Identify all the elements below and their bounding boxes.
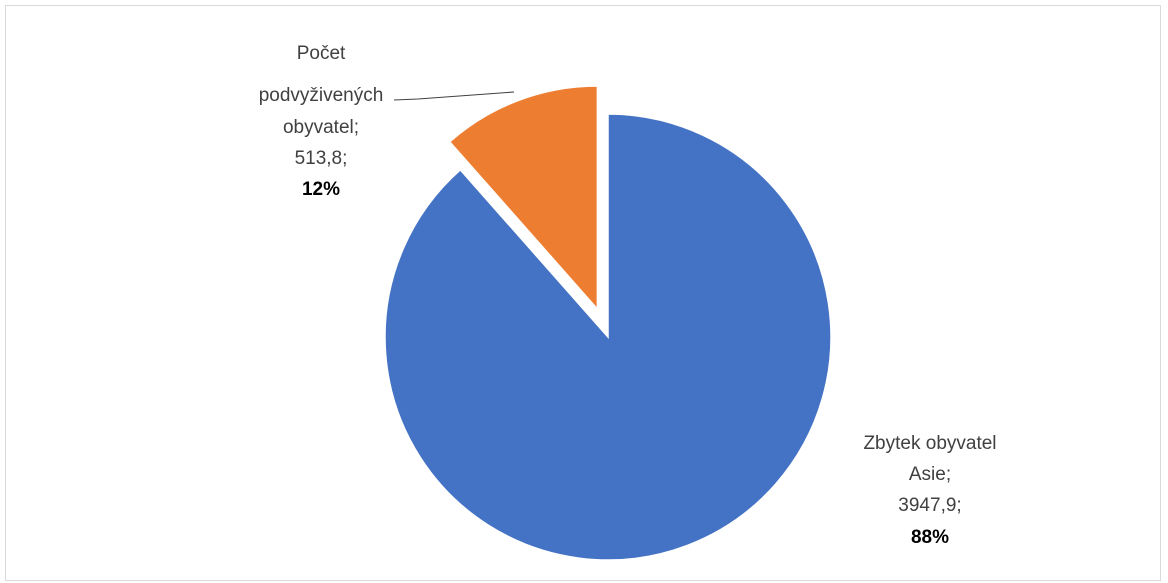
- leader-line: [394, 92, 514, 100]
- slice-label-line: obyvatel;: [283, 117, 359, 138]
- slice-label-line: Počet: [297, 43, 346, 64]
- pie-slices: [385, 86, 831, 560]
- pie-slice: [385, 114, 831, 560]
- slice-label-line: Asie;: [909, 464, 951, 485]
- slice-value-label: 513,8;: [295, 148, 348, 169]
- pie-chart: Počet podvyživených obyvatel; 513,8; 12%…: [6, 6, 1162, 582]
- slice-label-line: podvyživených: [259, 85, 384, 106]
- slice-value-label: 3947,9;: [898, 495, 961, 516]
- slice-label-line: Zbytek obyvatel: [863, 433, 996, 454]
- chart-area: Počet podvyživených obyvatel; 513,8; 12%…: [5, 5, 1161, 581]
- slice-percent-label: 12%: [302, 179, 340, 200]
- slice-percent-label: 88%: [911, 527, 949, 548]
